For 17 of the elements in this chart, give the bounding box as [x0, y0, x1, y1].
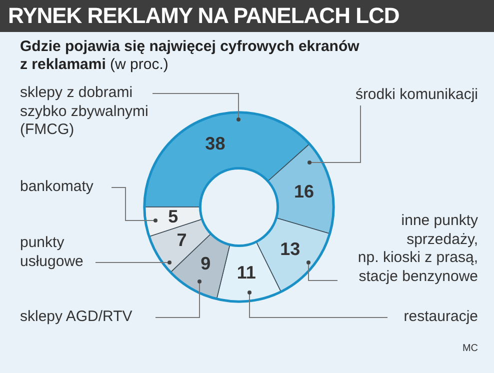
category-label: inne punkty sprzedaży, np. kioski z prasą, stacje benzynowe: [358, 212, 478, 284]
data-label: 11: [236, 262, 256, 282]
data-label: 16: [294, 181, 314, 202]
slice-label: sklepy z dobrami szybko zbywalnymi (FMCG): [20, 84, 148, 140]
slice-label: środki komunikacji: [355, 86, 478, 104]
data-label: 5: [168, 206, 178, 227]
chart-subtitle: Gdzie pojawia się najwięcej cyfrowych ekranów z reklamami (w proc.): [20, 38, 360, 74]
slice-label: sklepy AGD/RTV: [20, 308, 132, 326]
slice-label: bankomaty: [20, 178, 94, 196]
data-label: 38: [205, 134, 226, 154]
data-label: 7: [176, 230, 187, 250]
slice-label: restauracje: [404, 308, 478, 326]
data-label: 13: [280, 238, 300, 259]
data-label: 9: [200, 254, 211, 274]
slice-label: punkty usługowe: [20, 234, 84, 271]
chart-title: RYNEK REKLAMY NA PANELACH LCD: [0, 0, 494, 32]
text: MC: [462, 343, 478, 354]
